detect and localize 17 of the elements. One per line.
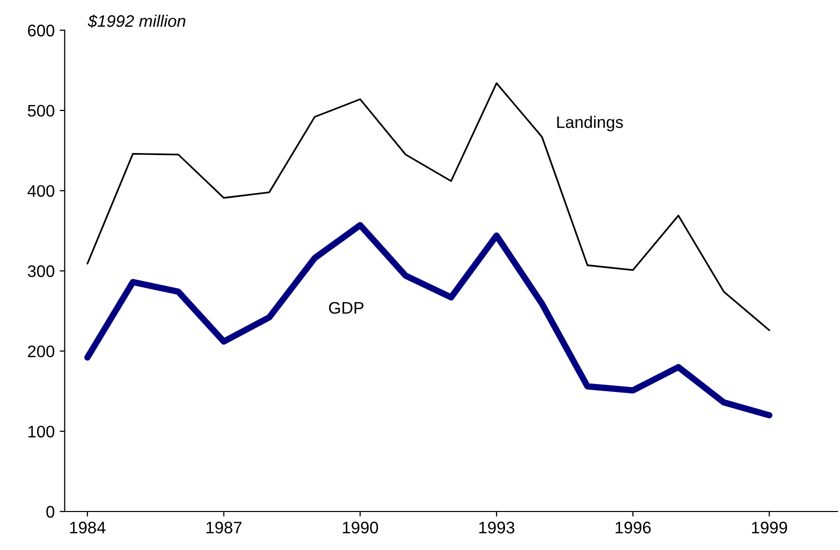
text: GDP: [329, 302, 364, 314]
y-tick-label: 100: [28, 426, 54, 438]
x-tick-label: 1984: [70, 522, 106, 534]
x-tick-label: 1999: [752, 522, 788, 534]
x-tick-label: 1996: [616, 522, 651, 534]
y-tick-label: 300: [28, 265, 54, 278]
line-series: [86, 82, 770, 332]
y-axis-title: $1992 million: [88, 14, 186, 28]
y-tick-label: 0: [46, 506, 54, 518]
x-tick-label: 1993: [479, 522, 514, 534]
y-tick-label: 600: [28, 24, 54, 36]
x-tick-label: 1987: [206, 522, 242, 534]
series-label: Landings: [557, 116, 623, 132]
y-tick-label: 500: [28, 104, 54, 117]
y-tick-label: 200: [28, 345, 54, 358]
x-tick-label: 1990: [342, 522, 378, 534]
y-tick-label: 400: [28, 185, 54, 197]
